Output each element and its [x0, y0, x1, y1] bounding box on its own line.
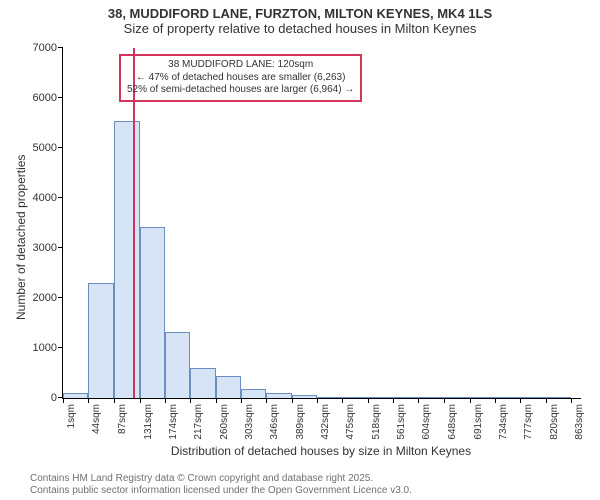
- histogram-bar: [444, 397, 469, 398]
- footnote: Contains HM Land Registry data © Crown c…: [30, 473, 412, 497]
- footnote-line-2: Contains public sector information licen…: [30, 485, 412, 497]
- y-tick-label: 1000: [33, 342, 63, 354]
- histogram-bar: [393, 397, 418, 398]
- x-tick-mark: [495, 398, 496, 403]
- x-tick-mark: [241, 398, 242, 403]
- histogram-bar: [165, 332, 190, 398]
- x-tick-mark: [266, 398, 267, 403]
- y-tick-label: 7000: [33, 42, 63, 54]
- histogram-bar: [470, 397, 495, 398]
- x-tick-label: 561sqm: [396, 404, 407, 440]
- x-tick-label: 87sqm: [117, 404, 128, 434]
- annotation-line-2: ← 47% of detached houses are smaller (6,…: [127, 72, 354, 85]
- y-tick-label: 4000: [33, 192, 63, 204]
- x-tick-mark: [444, 398, 445, 403]
- x-tick-label: 44sqm: [91, 404, 102, 434]
- x-tick-mark: [342, 398, 343, 403]
- histogram-bar: [63, 393, 88, 398]
- y-tick-mark: [58, 197, 63, 198]
- y-tick-label: 3000: [33, 242, 63, 254]
- histogram-bar: [140, 227, 165, 398]
- x-tick-label: 174sqm: [168, 404, 179, 440]
- y-axis-label: Number of detached properties: [14, 155, 28, 320]
- x-tick-label: 604sqm: [421, 404, 432, 440]
- histogram-bar: [317, 397, 342, 398]
- x-tick-mark: [292, 398, 293, 403]
- x-tick-mark: [88, 398, 89, 403]
- x-tick-label: 389sqm: [295, 404, 306, 440]
- x-tick-mark: [216, 398, 217, 403]
- y-tick-mark: [58, 97, 63, 98]
- x-tick-mark: [470, 398, 471, 403]
- x-tick-label: 432sqm: [320, 404, 331, 440]
- chart-title-main: 38, MUDDIFORD LANE, FURZTON, MILTON KEYN…: [0, 0, 600, 21]
- x-tick-label: 260sqm: [219, 404, 230, 440]
- histogram-bar: [190, 368, 215, 398]
- histogram-bar: [88, 283, 113, 398]
- x-tick-label: 131sqm: [143, 404, 154, 440]
- x-tick-mark: [190, 398, 191, 403]
- x-tick-label: 217sqm: [193, 404, 204, 440]
- x-tick-label: 518sqm: [371, 404, 382, 440]
- x-tick-mark: [368, 398, 369, 403]
- annotation-box: 38 MUDDIFORD LANE: 120sqm ← 47% of detac…: [119, 54, 362, 102]
- histogram-bar: [495, 397, 520, 398]
- annotation-line-3: 52% of semi-detached houses are larger (…: [127, 84, 354, 97]
- x-axis-label: Distribution of detached houses by size …: [62, 444, 580, 458]
- histogram-bar: [520, 397, 545, 398]
- histogram-bar: [241, 389, 266, 398]
- y-tick-label: 2000: [33, 292, 63, 304]
- footnote-line-1: Contains HM Land Registry data © Crown c…: [30, 473, 412, 485]
- histogram-bar: [216, 376, 241, 399]
- x-tick-label: 691sqm: [473, 404, 484, 440]
- y-tick-label: 6000: [33, 92, 63, 104]
- annotation-line-1: 38 MUDDIFORD LANE: 120sqm: [127, 59, 354, 72]
- chart-container: 38, MUDDIFORD LANE, FURZTON, MILTON KEYN…: [0, 0, 600, 500]
- y-tick-mark: [58, 347, 63, 348]
- histogram-bar: [114, 121, 140, 399]
- y-tick-mark: [58, 147, 63, 148]
- histogram-bar: [292, 395, 317, 398]
- x-tick-label: 648sqm: [447, 404, 458, 440]
- x-tick-label: 863sqm: [574, 404, 585, 440]
- x-tick-label: 475sqm: [345, 404, 356, 440]
- x-tick-label: 734sqm: [498, 404, 509, 440]
- x-tick-label: 1sqm: [66, 404, 77, 428]
- histogram-bar: [342, 397, 367, 398]
- x-tick-mark: [317, 398, 318, 403]
- y-tick-mark: [58, 297, 63, 298]
- x-tick-label: 777sqm: [523, 404, 534, 440]
- y-tick-label: 5000: [33, 142, 63, 154]
- x-tick-mark: [546, 398, 547, 403]
- y-tick-mark: [58, 47, 63, 48]
- x-tick-label: 820sqm: [549, 404, 560, 440]
- x-tick-mark: [140, 398, 141, 403]
- chart-title-sub: Size of property relative to detached ho…: [0, 21, 600, 40]
- plot-area: 010002000300040005000600070001sqm44sqm87…: [62, 48, 581, 399]
- x-tick-mark: [114, 398, 115, 403]
- x-tick-label: 303sqm: [244, 404, 255, 440]
- histogram-bar: [368, 397, 393, 398]
- histogram-bar: [266, 393, 291, 399]
- y-tick-mark: [58, 247, 63, 248]
- histogram-bar: [546, 397, 571, 398]
- x-tick-mark: [63, 398, 64, 403]
- y-tick-label: 0: [51, 392, 63, 404]
- x-tick-label: 346sqm: [269, 404, 280, 440]
- x-tick-mark: [571, 398, 572, 403]
- x-tick-mark: [418, 398, 419, 403]
- x-tick-mark: [165, 398, 166, 403]
- x-tick-mark: [520, 398, 521, 403]
- histogram-bar: [418, 397, 444, 398]
- x-tick-mark: [393, 398, 394, 403]
